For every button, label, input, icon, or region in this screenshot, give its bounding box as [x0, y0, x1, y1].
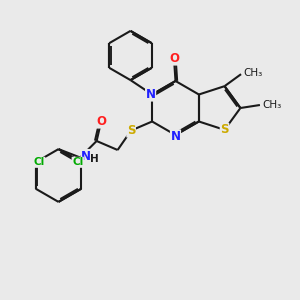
Text: CH₃: CH₃ [244, 68, 263, 78]
Text: Cl: Cl [72, 157, 83, 167]
Text: S: S [127, 124, 135, 137]
Text: O: O [96, 115, 106, 128]
Text: H: H [90, 154, 99, 164]
Text: N: N [170, 130, 181, 143]
Text: O: O [169, 52, 179, 65]
Text: S: S [220, 123, 229, 136]
Text: Cl: Cl [34, 157, 45, 167]
Text: N: N [146, 88, 156, 101]
Text: CH₃: CH₃ [262, 100, 282, 110]
Text: N: N [81, 149, 91, 163]
